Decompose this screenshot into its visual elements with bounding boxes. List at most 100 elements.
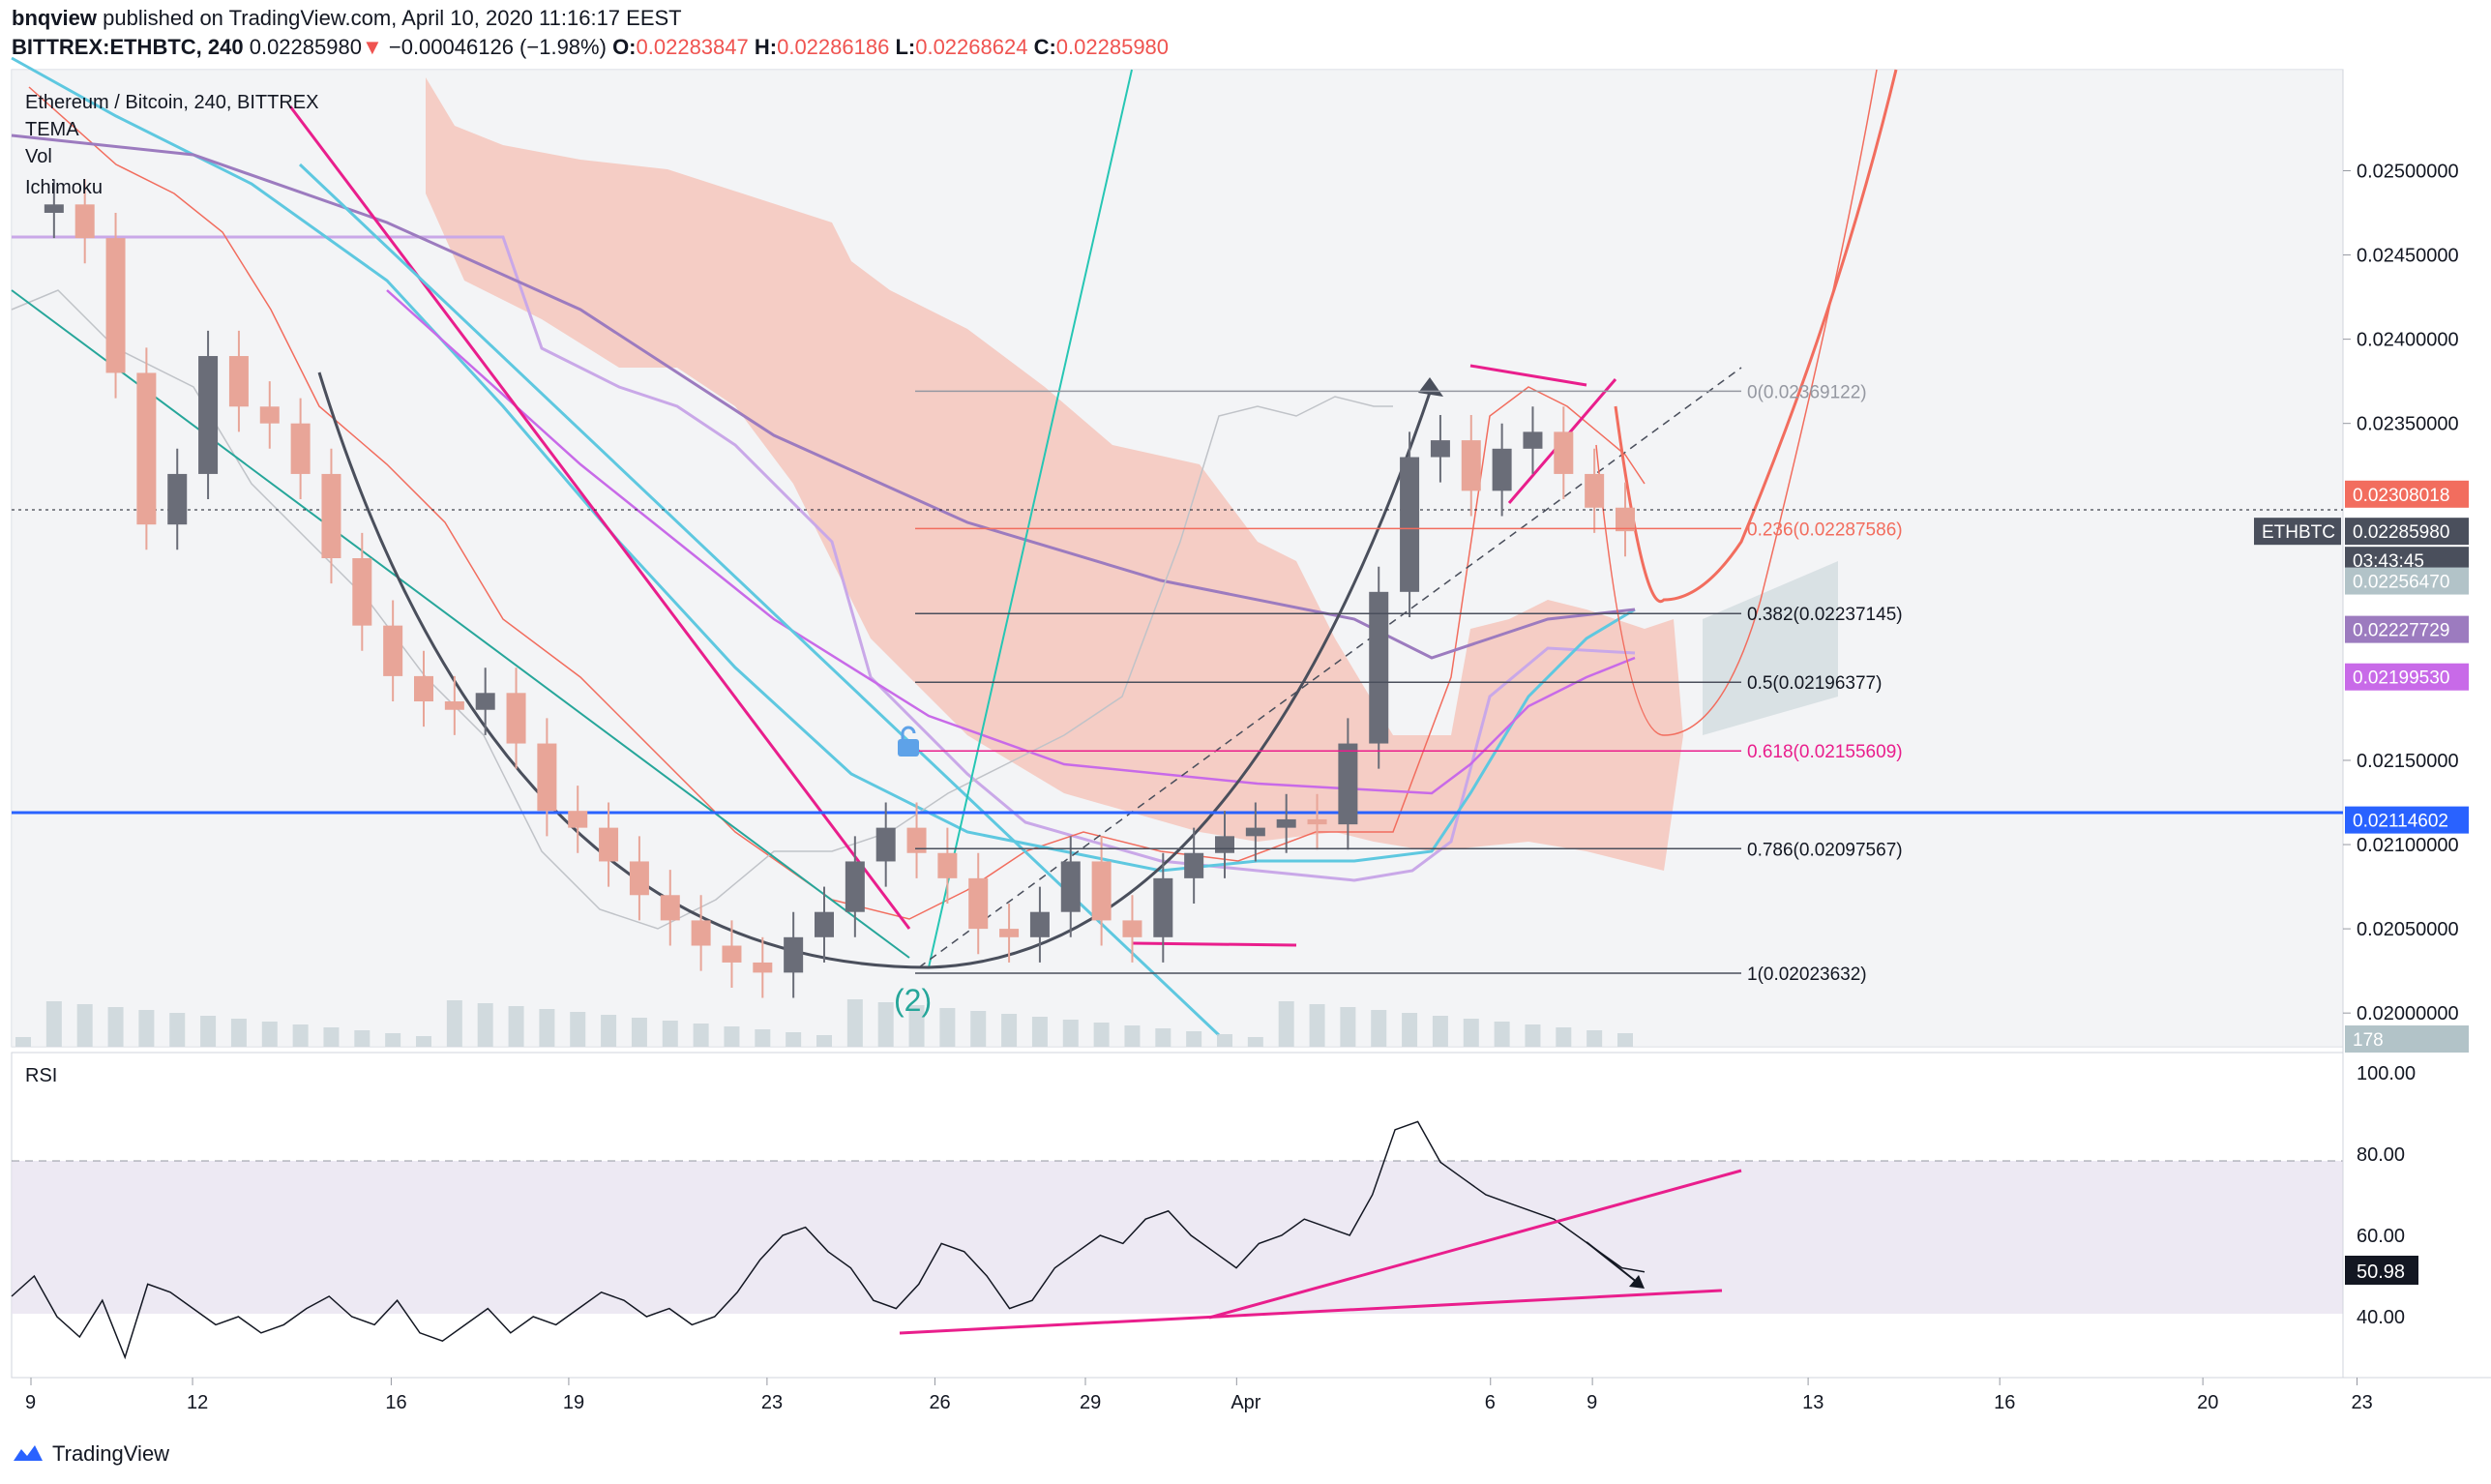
open-label: O: <box>612 35 637 59</box>
candle-body <box>228 356 249 407</box>
legend-item-ichimoku[interactable]: Ichimoku <box>25 177 103 198</box>
last-price: 0.02285980 <box>249 35 362 59</box>
price-tick-label: 0.02500000 <box>2357 161 2459 182</box>
candle-body <box>845 861 865 912</box>
price-tick-label: 0.02050000 <box>2357 919 2459 940</box>
candle-body <box>506 693 526 744</box>
projection-path-red <box>1614 69 1898 604</box>
rsi-tick-label: 80.00 <box>2357 1144 2405 1166</box>
volume-bar <box>1309 1004 1325 1047</box>
fib-level-label: 0.618(0.02155609) <box>1747 742 1903 762</box>
rsi-axis[interactable]: 100.00 80.00 60.00 40.00 <box>2357 1063 2416 1328</box>
price-badge <box>2345 663 2469 691</box>
candle-body <box>722 945 742 963</box>
volume-bar <box>1587 1030 1603 1047</box>
channel-line-teal <box>11 289 910 959</box>
volume-bar <box>1247 1037 1263 1047</box>
price-badge <box>2345 518 2469 546</box>
rsi-trend-upper <box>1208 1169 1742 1320</box>
candle-body <box>691 920 711 946</box>
price-badge <box>2345 1025 2469 1053</box>
price-badge-label: 0.02285980 <box>2353 522 2449 543</box>
price-badge <box>2345 806 2469 834</box>
candle-body <box>1153 877 1173 937</box>
rsi-label: RSI <box>25 1065 57 1086</box>
volume-bar <box>662 1021 678 1047</box>
candle-body <box>444 701 464 710</box>
candle-body <box>136 372 157 525</box>
legend-item-vol[interactable]: Vol <box>25 146 52 167</box>
candle-body <box>1215 836 1234 853</box>
candle-body <box>1091 861 1112 921</box>
price-tick-label: 0.02000000 <box>2357 1003 2459 1024</box>
price-tick-label: 0.02150000 <box>2357 751 2459 772</box>
volume-bar <box>15 1037 31 1047</box>
tradingview-logo[interactable]: TradingView <box>12 1441 169 1467</box>
tradingview-brand: TradingView <box>52 1441 170 1466</box>
candle-body <box>1307 818 1327 825</box>
candle-body <box>167 473 188 525</box>
volume-bar <box>1217 1034 1232 1047</box>
price-axis[interactable]: 0.02500000 0.02450000 0.02400000 0.02350000… <box>2343 161 2459 1024</box>
candle-body <box>1184 852 1204 878</box>
rsi-trend-lower <box>899 1289 1723 1335</box>
volume-bar <box>477 1003 493 1047</box>
rsi-value-badge <box>2345 1256 2418 1285</box>
price-badges: 0.02308018 ETHBTC 0.02285980 03:43:450.0225… <box>2254 480 2469 1053</box>
price-badge <box>2345 480 2469 508</box>
time-tick-label: 9 <box>25 1392 36 1413</box>
price-badge <box>2345 567 2469 595</box>
volume-bar <box>416 1036 431 1047</box>
rsi-tick-label: 40.00 <box>2357 1307 2405 1328</box>
price-tick-label: 0.02400000 <box>2357 330 2459 351</box>
fib-level-label: 0.382(0.02237145) <box>1747 605 1903 625</box>
candle-body <box>290 423 311 474</box>
price-tick-label: 0.02450000 <box>2357 246 2459 267</box>
volume-bar <box>1031 1017 1048 1047</box>
candle-body <box>105 238 126 373</box>
price-change: −0.00046126 (−1.98%) <box>388 35 607 59</box>
fib-level-label: 0(0.02369122) <box>1747 382 1867 402</box>
candle-body <box>74 204 95 239</box>
low-label: L: <box>895 35 916 59</box>
candle-body <box>44 204 64 214</box>
time-axis[interactable]: 9 12 16 19 23 26 29 Apr 6 9 13 16 20 23 <box>25 1378 2373 1413</box>
volume-group <box>15 999 1633 1047</box>
volume-bar <box>601 1015 617 1047</box>
change-arrow-icon: ▼ <box>361 35 383 59</box>
legend-item-tema[interactable]: TEMA <box>25 119 79 140</box>
volume-bar <box>1124 1025 1141 1047</box>
candle-body <box>1276 818 1296 828</box>
volume-bar <box>1001 1014 1018 1047</box>
volume-bar <box>631 1018 647 1047</box>
candle-body <box>1554 431 1574 474</box>
price-badge <box>2254 518 2341 546</box>
volume-bar <box>508 1006 524 1047</box>
lock-icon[interactable] <box>898 726 919 757</box>
time-tick-label: 9 <box>1587 1392 1597 1413</box>
time-tick-label: Apr <box>1231 1392 1260 1413</box>
close-label: C: <box>1033 35 1056 59</box>
volume-bar <box>200 1016 217 1047</box>
volume-bar <box>1155 1028 1171 1047</box>
publisher-name[interactable]: bnqview <box>12 6 98 30</box>
volume-bar <box>45 1001 62 1047</box>
volume-bar <box>1371 1010 1387 1047</box>
price-tick-label: 0.02100000 <box>2357 835 2459 856</box>
candle-body <box>784 936 804 973</box>
candle-body <box>937 852 958 878</box>
high-label: H: <box>754 35 778 59</box>
rsi-arrowhead <box>1629 1275 1645 1289</box>
volume-bar <box>385 1033 401 1047</box>
volume-bar <box>1186 1031 1202 1047</box>
ohlc-header: BITTREX:ETHBTC, 240 0.02285980▼ −0.00046… <box>12 35 1169 60</box>
rsi-band <box>12 1161 2343 1314</box>
volume-bar <box>693 1024 709 1047</box>
volume-bar <box>570 1012 586 1047</box>
candle-body <box>352 558 372 626</box>
sma-violet-line <box>386 289 1636 795</box>
price-badge-label: 178 <box>2353 1030 2384 1051</box>
price-badge-label: 0.02114602 <box>2353 812 2448 832</box>
volume-bar <box>169 1013 186 1047</box>
